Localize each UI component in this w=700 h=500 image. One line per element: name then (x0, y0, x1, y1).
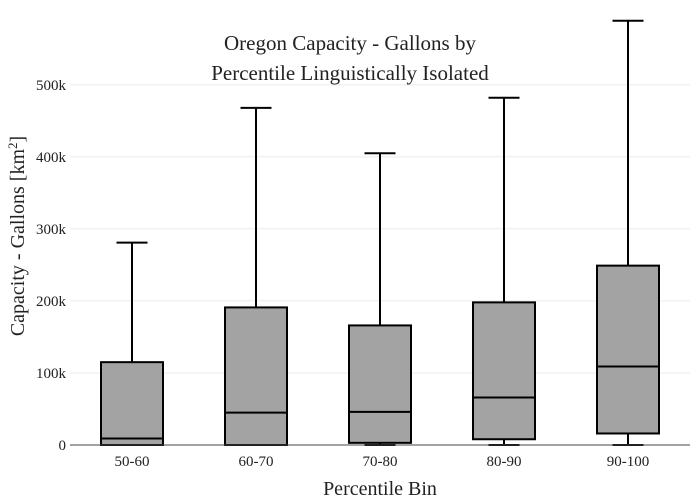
y-tick-label: 100k (36, 366, 67, 382)
y-axis-title-close: ] (7, 136, 29, 143)
y-tick-label: 300k (36, 222, 67, 238)
y-tick-labels: 0 100k 200k 300k 400k 500k (36, 78, 67, 454)
x-tick-labels: 50-60 60-70 70-80 80-90 90-100 (115, 454, 650, 470)
box-series (100, 19, 660, 446)
iqr-box (596, 264, 660, 435)
y-axis-title-sup: 2 (5, 142, 20, 149)
box-60-70 (224, 106, 288, 446)
chart-title-line-2: Percentile Linguistically Isolated (211, 61, 489, 85)
x-tick-label: 90-100 (607, 454, 650, 470)
y-tick-label: 200k (36, 294, 67, 310)
y-tick-label: 500k (36, 78, 67, 94)
x-tick-label: 70-80 (363, 454, 398, 470)
y-axis-title-main: Capacity - Gallons [km (7, 149, 29, 337)
y-tick-label: 0 (59, 438, 67, 454)
y-tick-label: 400k (36, 150, 67, 166)
iqr-box (472, 301, 536, 441)
iqr-box (224, 306, 288, 446)
x-axis-title: Percentile Bin (323, 478, 437, 500)
iqr-box (348, 324, 412, 444)
chart-title-line-1: Oregon Capacity - Gallons by (224, 31, 476, 55)
box-50-60 (100, 241, 164, 446)
iqr-box (100, 361, 164, 446)
x-tick-label: 50-60 (115, 454, 150, 470)
x-tick-label: 60-70 (239, 454, 274, 470)
box-70-80 (348, 152, 412, 446)
box-90-100 (596, 19, 660, 446)
y-axis-title: Capacity - Gallons [km2] (5, 136, 29, 336)
box-80-90 (472, 96, 536, 446)
x-tick-label: 80-90 (487, 454, 522, 470)
